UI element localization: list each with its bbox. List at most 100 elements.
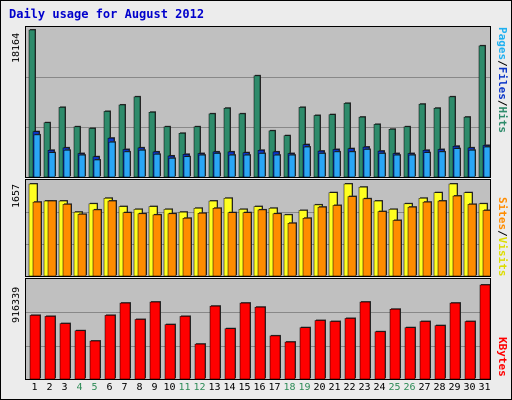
hits-bar [133,96,141,177]
kbytes-bar [134,319,146,379]
x-tick-label: 28 [433,382,446,393]
hits-bar [343,103,351,177]
x-tick-label: 26 [403,382,416,393]
x-tick-label: 3 [61,382,68,393]
top-panel-max-label: 18164 [11,32,22,63]
kbytes-bar [374,331,386,379]
sites-visits-panel [25,179,491,277]
files-bar [78,154,86,177]
kbytes-bar [44,316,56,379]
legend-pages: Pages [496,27,509,61]
kbytes-bar [479,284,490,379]
files-bar [393,154,401,177]
files-bar [138,150,146,177]
sites-bar [422,201,432,276]
legend-mid: Sites/Visits [496,197,509,277]
kbytes-bar [104,315,116,379]
chart-title: Daily usage for August 2012 [9,7,205,21]
kbytes-bar [284,341,296,379]
legend-kbytes: KBytes [496,337,509,377]
files-bar [33,134,41,177]
sites-bar [467,204,477,276]
files-bar [318,153,326,177]
legend-sites: Sites [496,197,509,231]
files-bar [183,156,191,177]
hits-bar [418,103,426,177]
hits-bar [148,112,156,177]
hits-bar [298,107,306,177]
sites-bar [347,196,357,276]
hits-bar [328,114,336,177]
files-bar [153,154,161,177]
sites-bar [287,223,297,276]
files-bar [273,154,281,177]
hits-bar [28,29,36,177]
kbytes-bar [464,321,476,379]
sites-bar [482,210,490,276]
bot-panel-max-label: 916339 [11,286,22,323]
sites-bar [362,198,372,276]
kbytes-bar [29,315,41,379]
sites-bar [77,214,87,276]
sites-bar [62,204,72,276]
files-bar [228,154,236,177]
kbytes-panel [25,278,491,380]
sites-bar [392,220,402,276]
sites-bar [182,218,192,276]
sites-bar [32,201,42,276]
kbytes-bar [359,301,371,379]
sites-bar [137,213,147,276]
hits-bar [58,107,66,177]
sites-bar [437,200,447,276]
legend-bot: KBytes [496,337,509,377]
files-bar [258,153,266,177]
files-bar [63,150,71,177]
legend-separator: / [496,99,509,107]
kbytes-bar [419,321,431,379]
kbytes-bar [269,335,281,379]
x-tick-label: 8 [136,382,143,393]
hits-bar [403,126,411,177]
sites-bar [377,211,387,276]
x-tick-label: 6 [106,382,113,393]
x-tick-label: 15 [238,382,251,393]
x-tick-label: 24 [373,382,386,393]
sites-bar [212,208,222,276]
hits-bar [433,107,441,177]
sites-visits-plot [26,183,490,276]
kbytes-bar [209,305,221,379]
sites-bar [107,200,117,276]
files-bar [363,149,371,177]
x-tick-label: 29 [448,382,461,393]
hits-bar [118,104,126,177]
x-tick-label: 27 [418,382,431,393]
x-tick-label: 23 [358,382,371,393]
legend-files: Files [496,66,509,100]
sites-bar [92,209,102,276]
sites-bar [242,212,252,276]
x-tick-label: 13 [208,382,221,393]
hits-bar [193,126,201,177]
kbytes-bar [59,323,71,379]
legend-visits: Visits [496,236,509,277]
files-bar [303,146,311,177]
sites-bar [122,212,132,276]
sites-bar [452,195,462,276]
kbytes-bar [434,325,446,379]
x-tick-label: 7 [121,382,128,393]
kbytes-bar [314,320,326,379]
files-bar [333,151,341,177]
files-bar [213,153,221,177]
x-tick-label: 30 [463,382,476,393]
kbytes-bar [404,327,416,379]
legend-separator: / [496,60,509,67]
kbytes-bar [254,306,266,379]
kbytes-bar [344,318,356,379]
x-tick-label: 1 [31,382,38,393]
files-bar [123,151,131,177]
sites-bar [407,206,417,276]
files-bar [468,150,476,177]
sites-bar [317,206,327,276]
sites-bar [257,209,267,276]
hits-bar [448,96,456,177]
